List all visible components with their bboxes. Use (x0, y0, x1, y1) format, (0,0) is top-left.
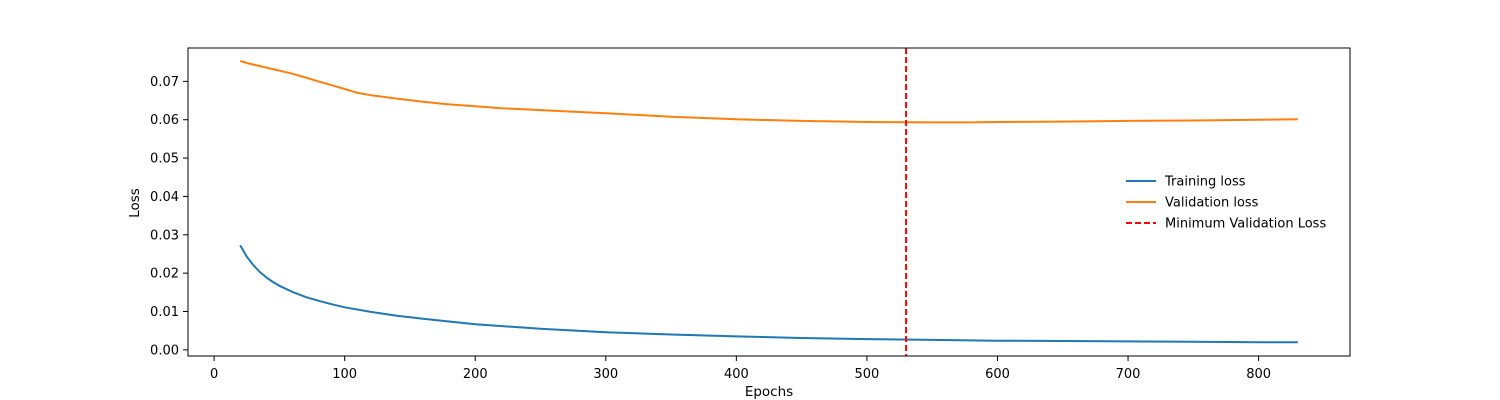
legend-label: Validation loss (1165, 196, 1259, 211)
x-axis-label: Epochs (745, 384, 793, 400)
y-tick-label: 0.03 (150, 228, 179, 243)
plot-frame (187, 47, 1351, 357)
legend: Training loss Validation loss Minimum Vali… (1126, 175, 1326, 232)
x-tick-label: 500 (855, 367, 880, 382)
x-tick-label: 100 (332, 367, 357, 382)
y-axis-ticks: 0.00 0.01 0.02 0.03 0.04 0.05 0.06 0.07 (150, 75, 188, 358)
series-line-1 (239, 60, 1298, 124)
x-tick-label: 400 (724, 367, 749, 382)
y-tick-label: 0.05 (150, 152, 179, 167)
x-tick-label: 0 (210, 367, 218, 382)
x-tick-label: 300 (593, 367, 618, 382)
y-tick-label: 0.04 (150, 190, 179, 205)
legend-label: Training loss (1164, 175, 1246, 190)
x-axis-ticks: 0 100 200 300 400 500 600 700 800 (210, 356, 1271, 382)
x-tick-label: 200 (463, 367, 488, 382)
y-tick-label: 0.00 (150, 343, 179, 358)
legend-label: Minimum Validation Loss (1165, 217, 1326, 232)
y-tick-label: 0.06 (150, 113, 179, 128)
x-tick-label: 600 (985, 367, 1010, 382)
y-axis-label: Loss (127, 188, 143, 218)
y-tick-label: 0.07 (150, 75, 179, 90)
y-tick-label: 0.02 (150, 267, 179, 282)
x-tick-label: 700 (1116, 367, 1141, 382)
series-line-0 (239, 244, 1298, 344)
y-tick-label: 0.01 (150, 305, 179, 320)
x-tick-label: 800 (1246, 367, 1271, 382)
plot-content (239, 48, 1298, 356)
